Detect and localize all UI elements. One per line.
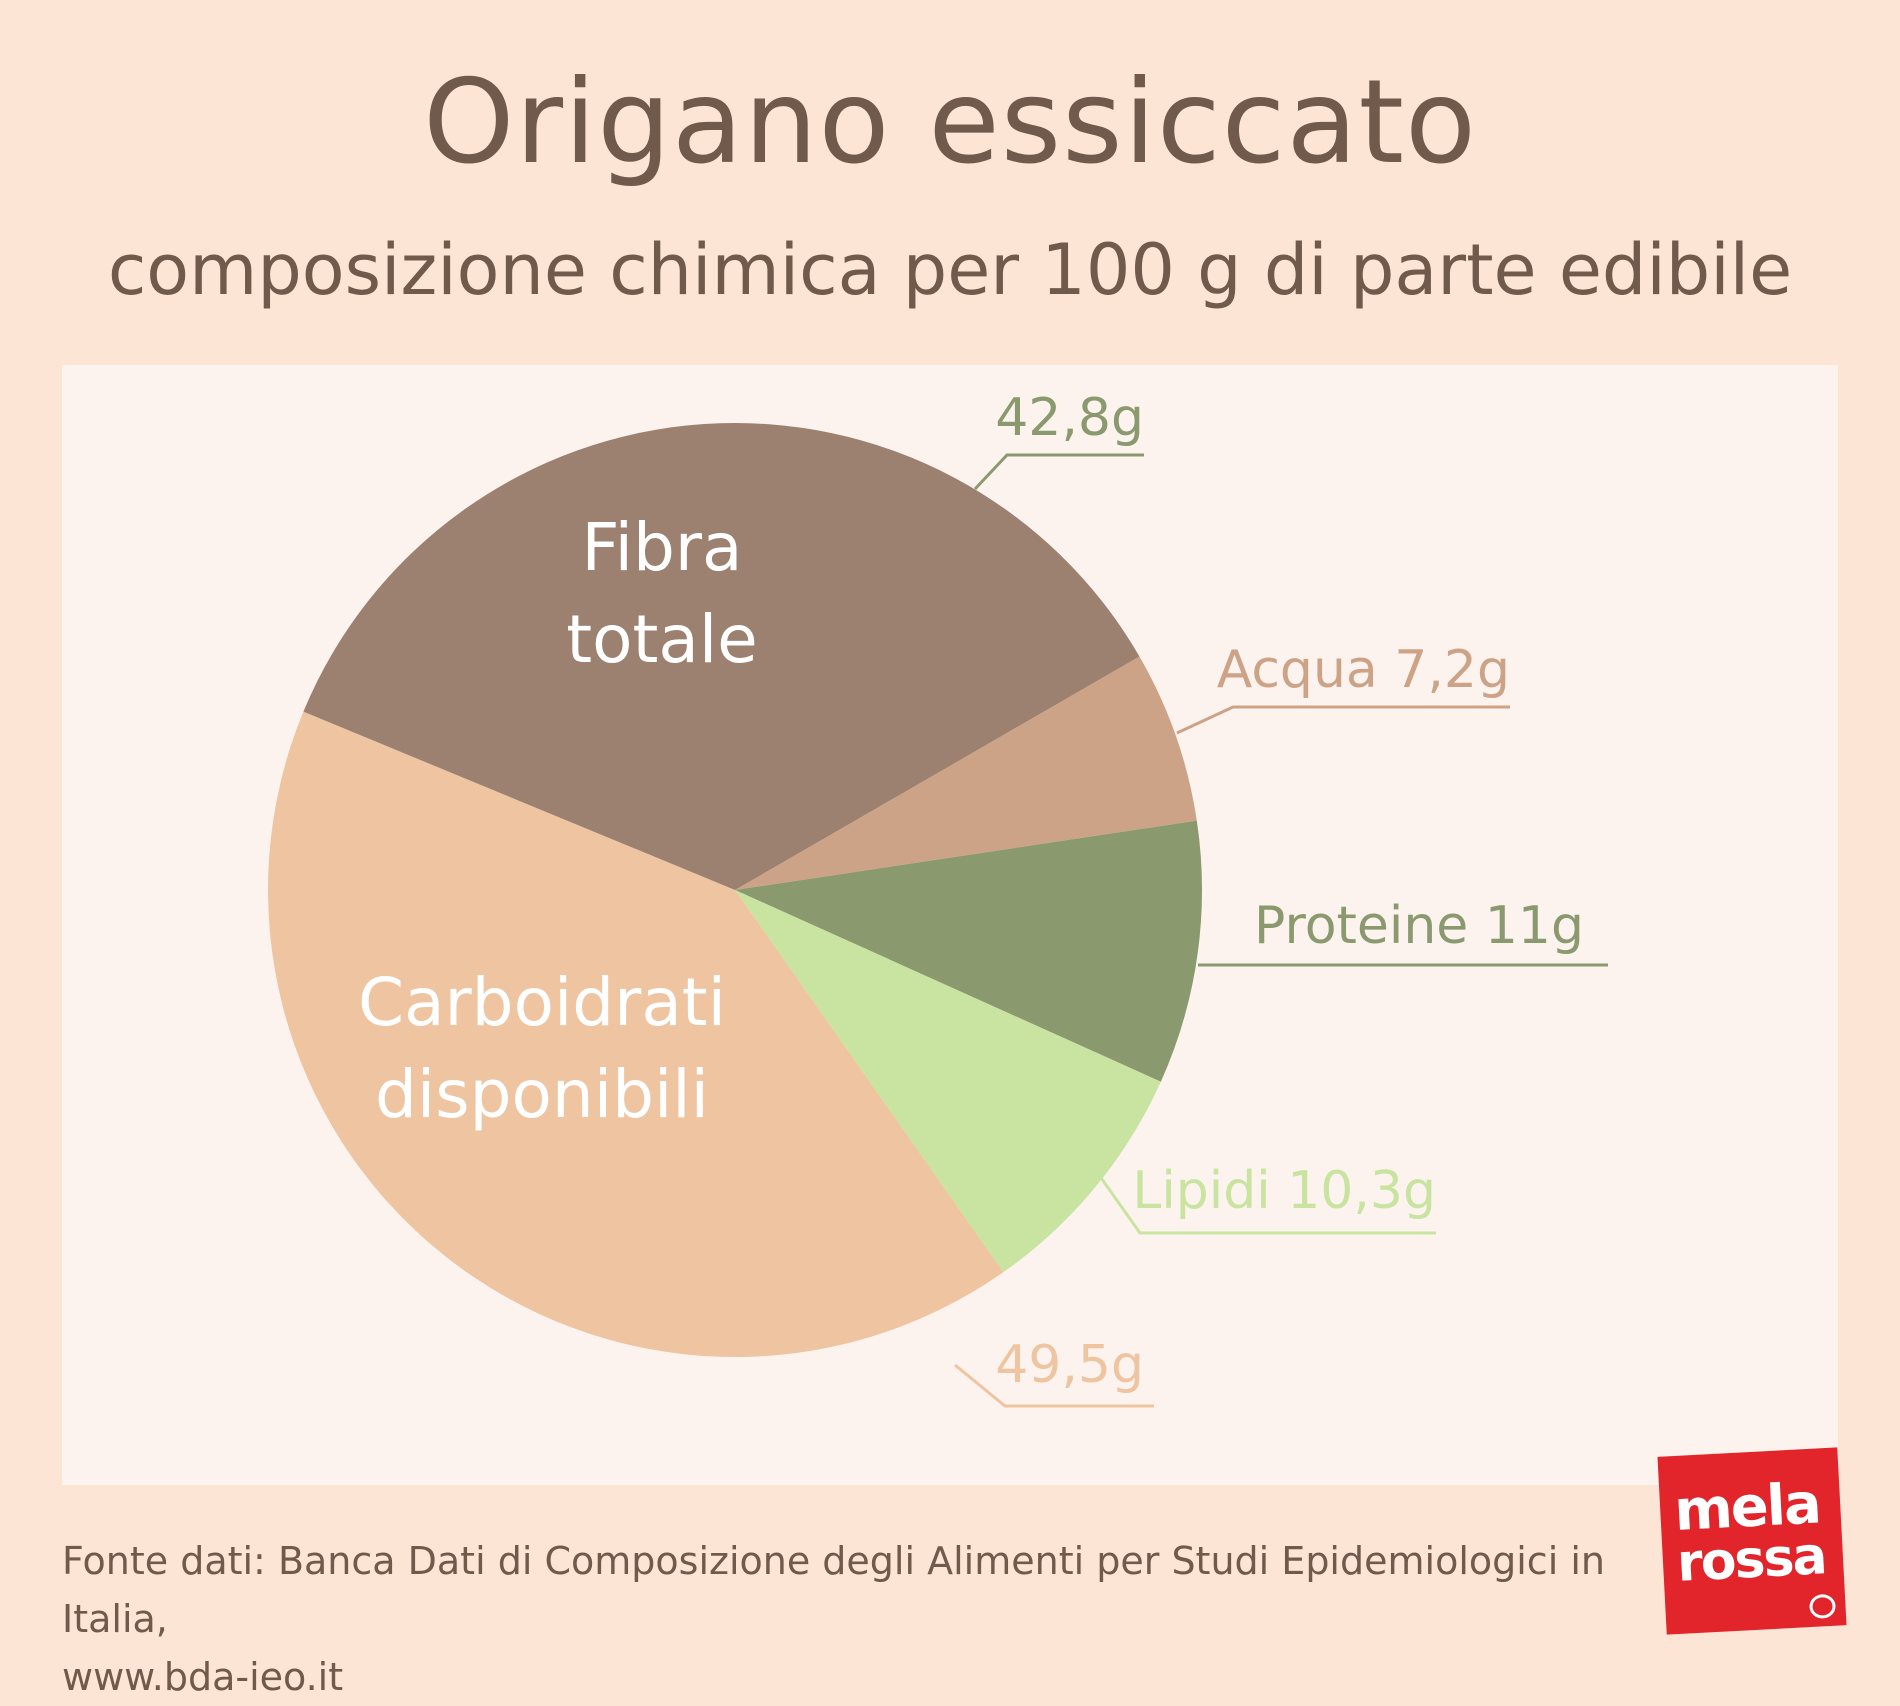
- value-label-proteine: Proteine 11g: [1254, 896, 1584, 956]
- pie-slice-carboidrati: [267, 711, 1004, 1357]
- source-line-1: Fonte dati: Banca Dati di Composizione d…: [62, 1539, 1605, 1641]
- chart-subtitle: composizione chimica per 100 g di parte …: [107, 229, 1793, 311]
- callout-line-fibra: [973, 453, 1144, 491]
- chart-panel: 42,8g Fibra totale Acqua 7,2g Proteine 11g Li…: [62, 365, 1838, 1485]
- chart-title: Origano essiccato: [423, 55, 1477, 190]
- callout-line-acqua: [1176, 705, 1510, 735]
- callout-line-lipidi: [1097, 1174, 1436, 1235]
- pie-slice-acqua: [735, 656, 1197, 890]
- melarossa-logo: mela rossa: [1657, 1447, 1847, 1635]
- value-label-carboidrati: 49,5g: [995, 1335, 1144, 1395]
- pie-slice-lipidi: [735, 890, 1161, 1273]
- value-label-lipidi: Lipidi 10,3g: [1132, 1161, 1436, 1221]
- slice-label-fibra: Fibra totale: [566, 509, 758, 678]
- logo-text-line-2: rossa: [1675, 1526, 1827, 1594]
- apple-icon: [1808, 1593, 1837, 1620]
- pie-slice-proteine: [735, 820, 1202, 1082]
- source-note: Fonte dati: Banca Dati di Composizione d…: [62, 1532, 1622, 1706]
- slice-label-carboidrati: Carboidrati disponibili: [358, 964, 726, 1133]
- pie-slice-fibra: [303, 422, 1140, 890]
- pie-chart: 42,8g Fibra totale Acqua 7,2g Proteine 11g Li…: [267, 388, 1608, 1408]
- value-label-fibra: 42,8g: [995, 388, 1144, 448]
- source-line-2: www.bda-ieo.it: [62, 1655, 344, 1699]
- value-label-acqua: Acqua 7,2g: [1217, 640, 1510, 700]
- callout-line-carboidrati: [954, 1363, 1154, 1408]
